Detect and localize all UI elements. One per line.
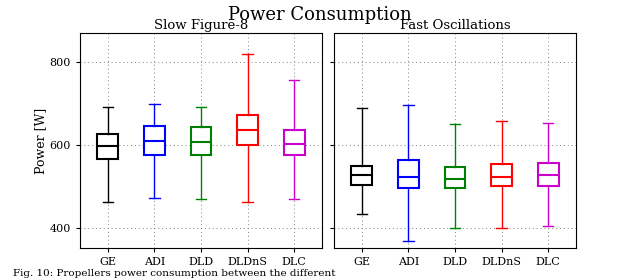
PathPatch shape [445,167,465,187]
PathPatch shape [237,115,258,145]
PathPatch shape [398,160,419,187]
PathPatch shape [491,164,512,186]
Title: Fast Oscillations: Fast Oscillations [400,19,510,32]
PathPatch shape [144,126,165,155]
Title: Slow Figure-8: Slow Figure-8 [154,19,248,32]
PathPatch shape [97,134,118,159]
Y-axis label: Power [W]: Power [W] [34,108,47,174]
PathPatch shape [351,166,372,185]
PathPatch shape [191,127,211,155]
PathPatch shape [538,163,559,186]
Text: Power Consumption: Power Consumption [228,6,412,24]
PathPatch shape [284,130,305,155]
Text: Fig. 10: Propellers power consumption between the different: Fig. 10: Propellers power consumption be… [13,269,335,278]
